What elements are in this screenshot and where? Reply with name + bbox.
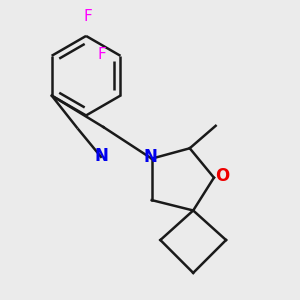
- Text: N: N: [95, 147, 109, 165]
- Text: F: F: [83, 9, 92, 24]
- Text: F: F: [98, 46, 107, 62]
- Text: N: N: [143, 148, 157, 166]
- Text: O: O: [215, 167, 230, 185]
